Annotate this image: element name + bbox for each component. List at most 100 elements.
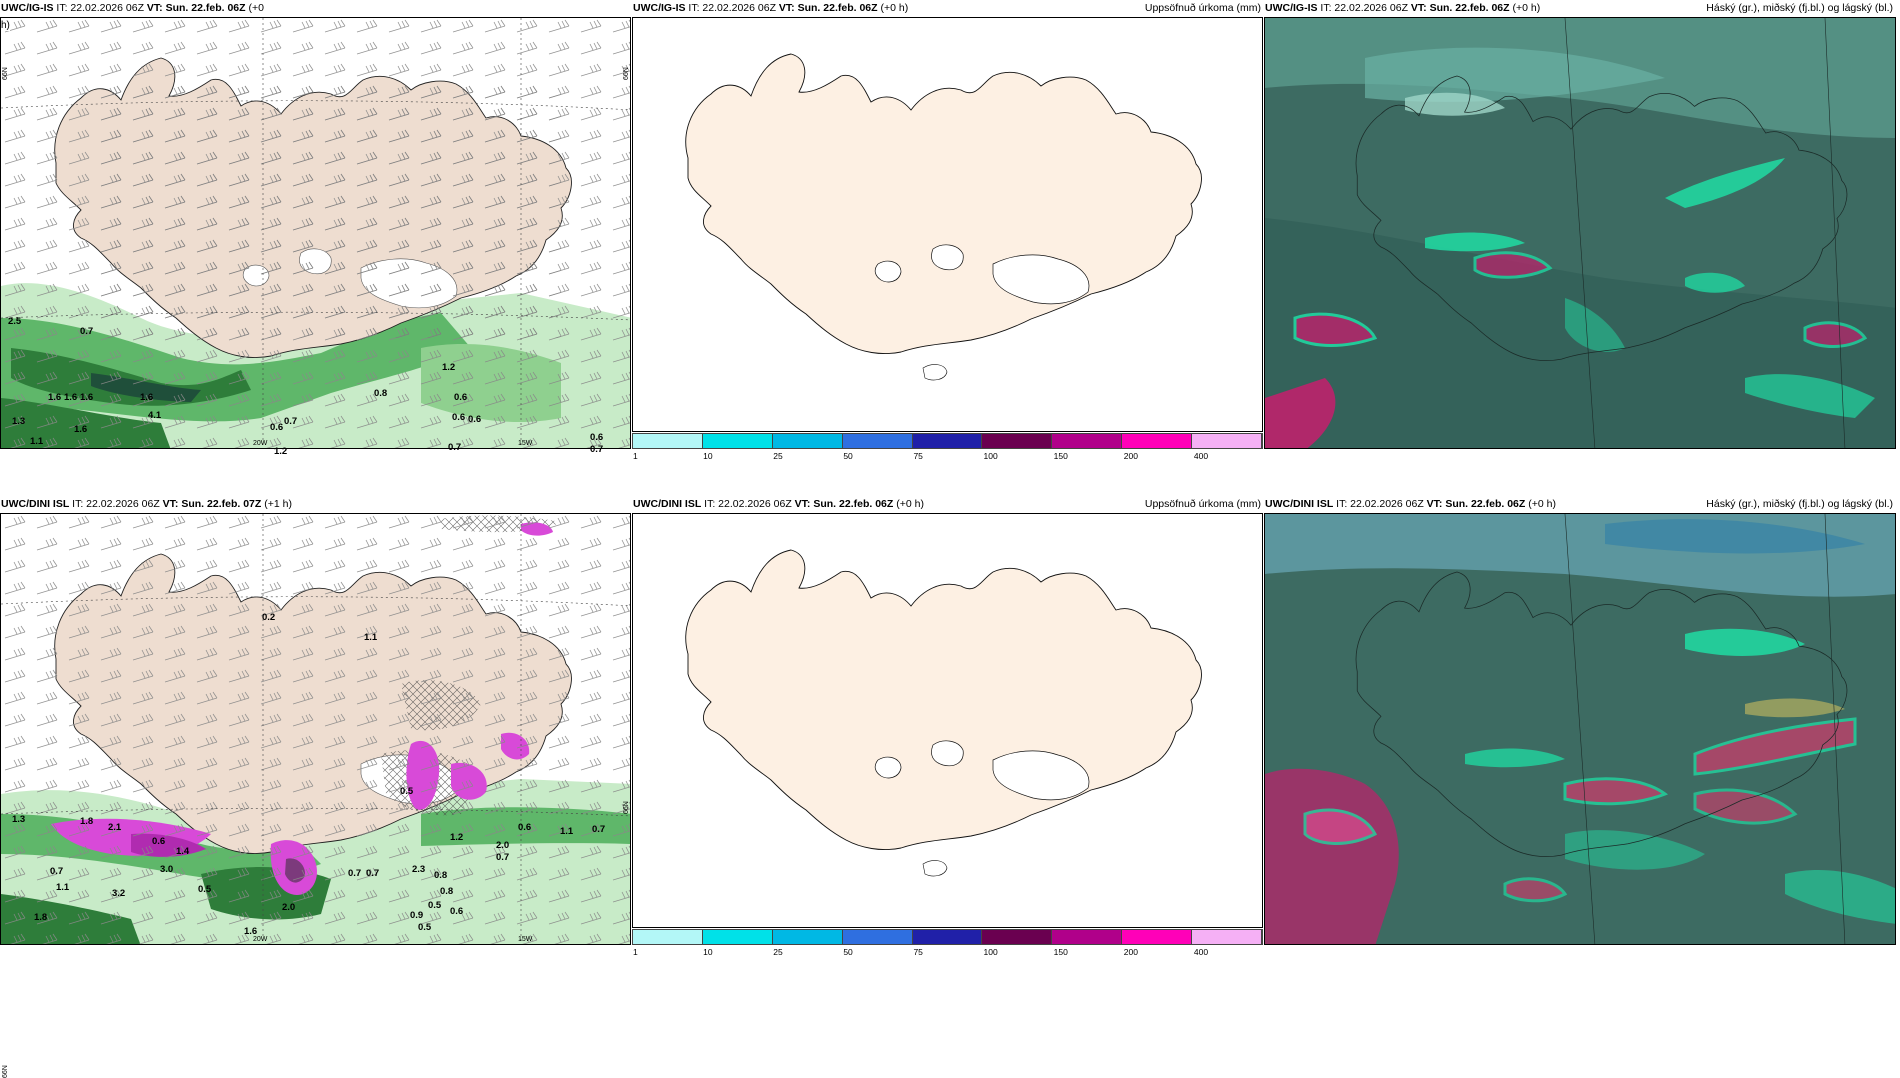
- precip-value: 1.8: [80, 816, 94, 827]
- precip-value: 0.8: [374, 388, 388, 399]
- colorbar-tick-label: 200: [1123, 947, 1138, 957]
- map-title: Háský (gr.), miðský (fj.bl.) og lágský (…: [1706, 2, 1893, 14]
- lead-time: (+0 h): [1528, 498, 1556, 510]
- precip-value-labels: 1.3 1.8 2.1 0.6 1.4 3.0 0.7 1.1 3.2 0.5 …: [0, 496, 631, 945]
- precip-value: 1.3: [12, 814, 26, 825]
- lon-label: 20W: [253, 440, 268, 447]
- precip-value: 0.7: [366, 868, 380, 879]
- colorbar-segment: [1122, 434, 1193, 448]
- precip-value: 1.1: [56, 882, 70, 893]
- precip-value-labels: 2.5 0.7 1.6 1.6 1.6 1.6 4.1 1.3 1.1 1.6 …: [0, 0, 631, 457]
- accum-map: [632, 513, 1263, 928]
- panel-cloud-igis: UWC/IG-IS IT: 22.02.2026 06Z VT: Sun. 22…: [1264, 0, 1896, 449]
- precip-value: 0.7: [284, 416, 298, 427]
- colorbar-tick-label: 25: [773, 947, 783, 957]
- precip-value: 3.2: [112, 888, 126, 899]
- model-name: UWC/IG-IS: [1, 2, 54, 14]
- valid-time: Sun. 22.feb. 06Z: [797, 2, 878, 14]
- lat-label: 66N: [2, 1065, 9, 1078]
- colorbar-segment: [982, 434, 1053, 448]
- precip-value: 0.6: [450, 906, 464, 917]
- colorbar-tick-label: 75: [913, 947, 923, 957]
- model-name: UWC/IG-IS: [633, 2, 686, 14]
- precip-value: 0.6: [590, 432, 604, 443]
- precip-value: 1.2: [450, 832, 464, 843]
- precip-value: 0.7: [590, 444, 604, 455]
- colorbar-segment: [912, 434, 983, 448]
- colorbar-tick-label: 200: [1123, 451, 1138, 461]
- precip-value: 2.0: [496, 840, 510, 851]
- model-name: UWC/DINI ISL: [1265, 498, 1334, 510]
- lon-label: 15W: [518, 936, 533, 943]
- precip-value: 1.1: [364, 632, 378, 643]
- precip-value: 0.7: [496, 852, 510, 863]
- colorbar-tick-label: 10: [703, 947, 713, 957]
- valid-time: Sun. 22.feb. 06Z: [813, 498, 894, 510]
- precip-value: 2.3: [412, 864, 426, 875]
- init-time: IT: 22.02.2026 06Z: [688, 2, 776, 14]
- model-name: UWC/DINI ISL: [633, 498, 702, 510]
- panel-cloud-dini: UWC/DINI ISL IT: 22.02.2026 06Z VT: Sun.…: [1264, 496, 1896, 945]
- precip-value: 0.6: [452, 412, 466, 423]
- init-time: IT: 22.02.2026 06Z: [1320, 2, 1408, 14]
- valid-label: VT:: [146, 2, 163, 14]
- lead-time: (+0: [248, 2, 264, 14]
- colorbar-segment: [982, 930, 1053, 944]
- panel-header: UWC/IG-IS IT: 22.02.2026 06Z VT: Sun. 22…: [1264, 0, 1895, 16]
- valid-label: VT:: [1426, 498, 1443, 510]
- colorbar-segment: [1192, 930, 1263, 944]
- colorbar-segment: [912, 930, 983, 944]
- valid-time: Sun. 22.feb. 07Z: [181, 498, 262, 510]
- panel-wind-precip-igis: UWC/IG-IS IT: 22.02.2026 06Z VT: Sun. 22…: [0, 0, 631, 457]
- colorbar-segment: [1052, 434, 1123, 448]
- precip-value: 1.6: [74, 424, 88, 435]
- colorbar-tick-label: 10: [703, 451, 713, 461]
- init-time: IT: 22.02.2026 06Z: [72, 498, 160, 510]
- colorbar-tick-label: 400: [1193, 947, 1209, 957]
- colorbar-segment: [1052, 930, 1123, 944]
- model-name: UWC/DINI ISL: [1, 498, 70, 510]
- valid-time: Sun. 22.feb. 06Z: [1445, 498, 1526, 510]
- panel-header: UWC/DINI ISL IT: 22.02.2026 06Z VT: Sun.…: [632, 496, 1263, 512]
- panel-accum-igis: UWC/IG-IS IT: 22.02.2026 06Z VT: Sun. 22…: [632, 0, 1263, 461]
- precip-value: 0.8: [434, 870, 448, 881]
- colorbar: [632, 929, 1263, 945]
- colorbar-tick-label: 25: [773, 451, 783, 461]
- colorbar-segment: [633, 434, 703, 448]
- precip-value: 0.6: [152, 836, 166, 847]
- map-title: Uppsöfnuð úrkoma (mm): [1144, 2, 1261, 14]
- precip-value: 1.1: [560, 826, 574, 837]
- colorbar-segment: [842, 930, 913, 944]
- precip-value: 1.6: [244, 926, 258, 937]
- panel-accum-dini: UWC/DINI ISL IT: 22.02.2026 06Z VT: Sun.…: [632, 496, 1263, 957]
- precip-value: 4.1: [148, 410, 162, 421]
- wind-precip-map: [0, 513, 631, 945]
- colorbar-tick-label: 1: [633, 947, 638, 957]
- precip-value: 0.2: [262, 612, 276, 623]
- colorbar-tick-label: 100: [983, 947, 998, 957]
- precip-value: 0.7: [448, 442, 462, 453]
- colorbar-tick-label: 150: [1053, 947, 1068, 957]
- valid-label: VT:: [162, 498, 179, 510]
- panel-header: UWC/DINI ISL IT: 22.02.2026 06Z VT: Sun.…: [0, 496, 631, 512]
- panel-wind-precip-dini: UWC/DINI ISL IT: 22.02.2026 06Z VT: Sun.…: [0, 496, 631, 1078]
- precip-value: 3.0: [160, 864, 174, 875]
- lon-label: 20W: [253, 936, 268, 943]
- init-time: IT: 22.02.2026 06Z: [56, 2, 144, 14]
- colorbar-tick-label: 50: [843, 451, 853, 461]
- precip-value: 0.7: [592, 824, 606, 835]
- colorbar-segment: [842, 434, 913, 448]
- colorbar-tick-label: 75: [913, 451, 923, 461]
- precip-value: 1.6: [140, 392, 154, 403]
- precip-value: 0.7: [348, 868, 362, 879]
- precip-value: 1.6: [64, 392, 78, 403]
- lead-time: (+0 h): [1512, 2, 1541, 14]
- valid-label: VT:: [794, 498, 811, 510]
- precip-value: 2.5: [8, 316, 22, 327]
- precip-value: 1.8: [34, 912, 48, 923]
- colorbar-tick-label: 150: [1053, 451, 1068, 461]
- colorbar: [632, 433, 1263, 449]
- precip-value: 0.6: [468, 414, 482, 425]
- precip-value: 0.6: [518, 822, 532, 833]
- map-title: Háský (gr.), miðský (fj.bl.) og lágský (…: [1706, 498, 1893, 510]
